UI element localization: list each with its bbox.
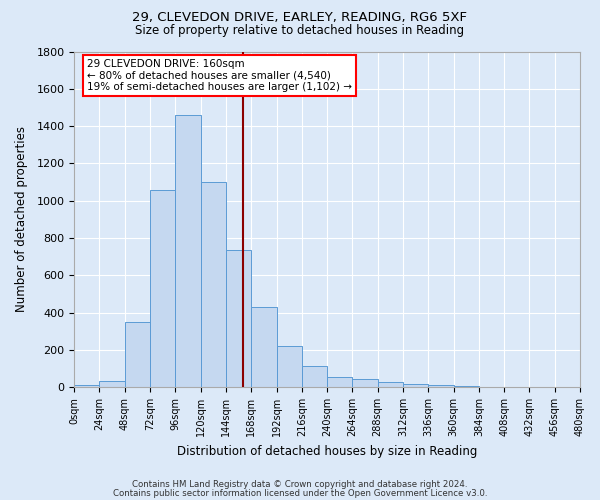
Text: Contains HM Land Registry data © Crown copyright and database right 2024.: Contains HM Land Registry data © Crown c… (132, 480, 468, 489)
Bar (302, 366, 327, 387)
Bar (200, 182, 226, 387)
Bar (175, 115, 200, 387)
Bar (479, 386, 504, 387)
Bar (352, 379, 377, 387)
Text: 29 CLEVEDON DRIVE: 160sqm
← 80% of detached houses are smaller (4,540)
19% of se: 29 CLEVEDON DRIVE: 160sqm ← 80% of detac… (87, 59, 352, 92)
Bar (403, 384, 428, 387)
Bar (125, 322, 150, 387)
Bar (428, 386, 454, 387)
Bar (454, 386, 479, 387)
Text: 29, CLEVEDON DRIVE, EARLEY, READING, RG6 5XF: 29, CLEVEDON DRIVE, EARLEY, READING, RG6… (133, 11, 467, 24)
Bar (100, 380, 125, 387)
X-axis label: Distribution of detached houses by size in Reading: Distribution of detached houses by size … (177, 444, 477, 458)
Bar (327, 377, 352, 387)
Text: Size of property relative to detached houses in Reading: Size of property relative to detached ho… (136, 24, 464, 37)
Bar (251, 307, 277, 387)
Bar (226, 250, 251, 387)
Bar (377, 382, 403, 387)
Text: Contains public sector information licensed under the Open Government Licence v3: Contains public sector information licen… (113, 489, 487, 498)
Bar (150, 190, 175, 387)
Bar (277, 346, 302, 387)
Y-axis label: Number of detached properties: Number of detached properties (15, 126, 28, 312)
Bar (74, 386, 100, 387)
